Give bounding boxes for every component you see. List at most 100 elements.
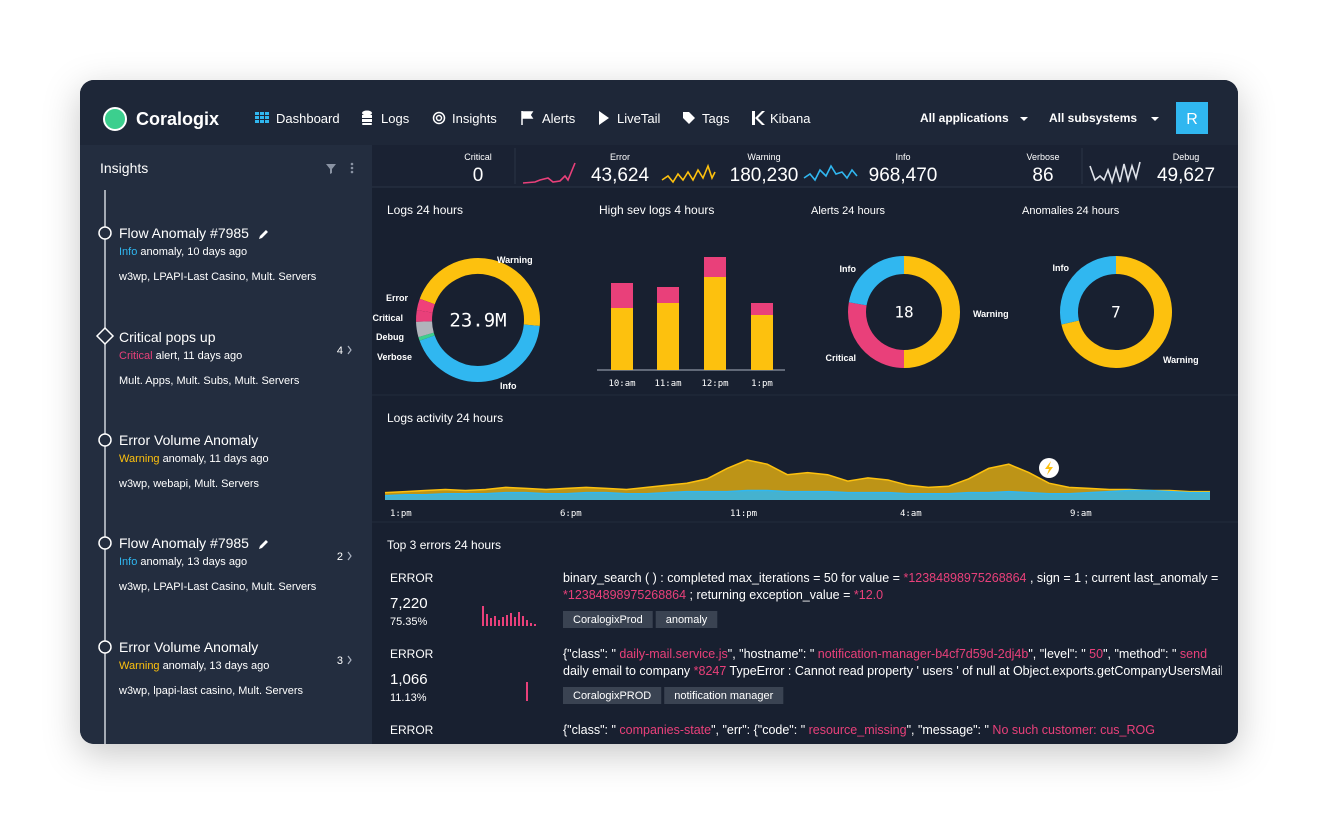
donut-segment xyxy=(419,324,540,382)
sidebar xyxy=(80,145,372,744)
donut-segment xyxy=(848,256,905,306)
insight-title[interactable]: Error Volume Anomaly xyxy=(119,432,258,448)
severity: Info xyxy=(119,246,137,258)
insight-title[interactable]: Flow Anomaly #7985 xyxy=(119,225,249,241)
segment-label: Info xyxy=(840,264,857,274)
donut-segment xyxy=(848,302,905,368)
error-percent: 11.13% xyxy=(390,692,427,704)
area-fill xyxy=(385,460,1210,500)
segment-label: Verbose xyxy=(377,352,412,362)
donut-segment xyxy=(416,310,433,322)
area-line xyxy=(384,489,1210,497)
stat-value: 968,470 xyxy=(869,165,938,186)
highlight: *8247 xyxy=(694,664,727,678)
nav-item[interactable]: LiveTail xyxy=(617,111,660,126)
highlight: *12384898975268864 xyxy=(903,571,1026,585)
stat-value: 180,230 xyxy=(730,165,799,186)
x-tick-label: 10:am xyxy=(608,379,635,389)
timeline-node xyxy=(98,433,112,447)
nav-item[interactable]: Logs xyxy=(381,111,410,126)
avatar[interactable] xyxy=(1176,102,1208,134)
filter-icon[interactable] xyxy=(326,164,336,174)
timeline-node xyxy=(98,536,112,550)
highlight: No such customer: cus_ROG xyxy=(989,723,1155,737)
highlight: resource_missing xyxy=(805,723,906,737)
timeline-node xyxy=(95,326,115,346)
segment-label: Info xyxy=(1053,263,1070,273)
insight-meta: Critical alert, 11 days ago xyxy=(119,350,242,362)
avatar-initial: R xyxy=(1186,111,1198,128)
timeline-node xyxy=(98,640,112,654)
insight-meta: Warning anomaly, 13 days ago xyxy=(119,660,269,672)
highlight: notification-manager-b4cf7d59d-2dj4b xyxy=(814,647,1028,661)
highlight: send xyxy=(1176,647,1207,661)
donut-segment xyxy=(418,332,435,341)
segment-label: Info xyxy=(500,381,517,391)
tag-label: notification manager xyxy=(674,690,773,702)
stat-label: Warning xyxy=(747,152,780,162)
sidebar-title: Insights xyxy=(100,160,148,176)
nav-item[interactable]: Tags xyxy=(702,111,730,126)
bar-segment xyxy=(611,283,633,308)
section-title: Top 3 errors 24 hours xyxy=(387,538,501,552)
segment-label: Error xyxy=(386,293,409,303)
tag[interactable] xyxy=(664,687,784,704)
brand: Coralogix xyxy=(136,109,219,129)
donut-center: 18 xyxy=(894,303,913,322)
menu-icon[interactable] xyxy=(350,162,354,174)
tag[interactable] xyxy=(563,687,662,704)
lightning xyxy=(1045,461,1053,475)
filter[interactable]: All subsystems xyxy=(1049,111,1137,125)
error-message: daily email to company *8247 TypeError :… xyxy=(563,664,1223,678)
highlight: *12384898975268864 xyxy=(563,588,686,602)
error-message: {"class": " daily-mail.service.js", "hos… xyxy=(563,647,1207,661)
insight-count: 3 xyxy=(337,655,343,667)
bar-segment xyxy=(657,303,679,370)
highlight: *12.0 xyxy=(854,588,883,602)
message-text: daily email to company xyxy=(563,664,694,678)
bar-segment xyxy=(657,287,679,303)
bar-segment xyxy=(751,315,773,370)
x-tick-label: 4:am xyxy=(900,509,922,519)
severity: Warning xyxy=(119,453,160,465)
window-content: Coralogix R Insights Critical 0 Error 43,62… xyxy=(80,80,1238,744)
x-tick-label: 1:pm xyxy=(390,509,412,519)
insights-icon xyxy=(432,111,446,125)
nav-item[interactable]: Dashboard xyxy=(276,111,340,126)
dashboard-icon xyxy=(255,112,269,123)
tag[interactable] xyxy=(563,611,653,628)
tag[interactable] xyxy=(655,611,718,628)
chevron xyxy=(1020,117,1028,121)
bar-segment xyxy=(611,308,633,370)
chevron xyxy=(347,345,352,355)
nav-item[interactable]: Alerts xyxy=(542,111,576,126)
x-tick-label: 1:pm xyxy=(751,379,773,389)
highlight: companies-state xyxy=(616,723,711,737)
nav-item[interactable]: Insights xyxy=(452,111,497,126)
bar-segment xyxy=(704,257,726,277)
segment-label: Critical xyxy=(825,353,856,363)
stat-value: 49,627 xyxy=(1157,165,1215,186)
insight-detail: anomaly, 11 days ago xyxy=(163,453,269,465)
segment-label: Warning xyxy=(1163,355,1199,365)
logo xyxy=(103,107,127,131)
insight-title[interactable]: Flow Anomaly #7985 xyxy=(119,535,249,551)
insight-title[interactable]: Error Volume Anomaly xyxy=(119,639,258,655)
nav-item[interactable]: Kibana xyxy=(770,111,811,126)
message-text: {"class": " xyxy=(563,647,616,661)
stats-bar xyxy=(372,145,1238,187)
tag-label: CoralogixPROD xyxy=(573,690,651,702)
main xyxy=(372,145,1238,744)
bar-segment xyxy=(751,303,773,315)
x-tick-label: 11:pm xyxy=(730,509,757,519)
tag-label: anomaly xyxy=(666,614,708,626)
sparklines xyxy=(522,161,1141,185)
insight-detail: anomaly, 13 days ago xyxy=(163,660,270,672)
insight-sources: w3wp, LPAPI-Last Casino, Mult. Servers xyxy=(118,271,317,283)
logs-icon xyxy=(362,110,372,125)
insight-title[interactable]: Critical pops up xyxy=(119,329,216,345)
stat-label: Error xyxy=(610,152,630,162)
filter[interactable]: All applications xyxy=(920,111,1009,125)
severity: Info xyxy=(119,556,137,568)
